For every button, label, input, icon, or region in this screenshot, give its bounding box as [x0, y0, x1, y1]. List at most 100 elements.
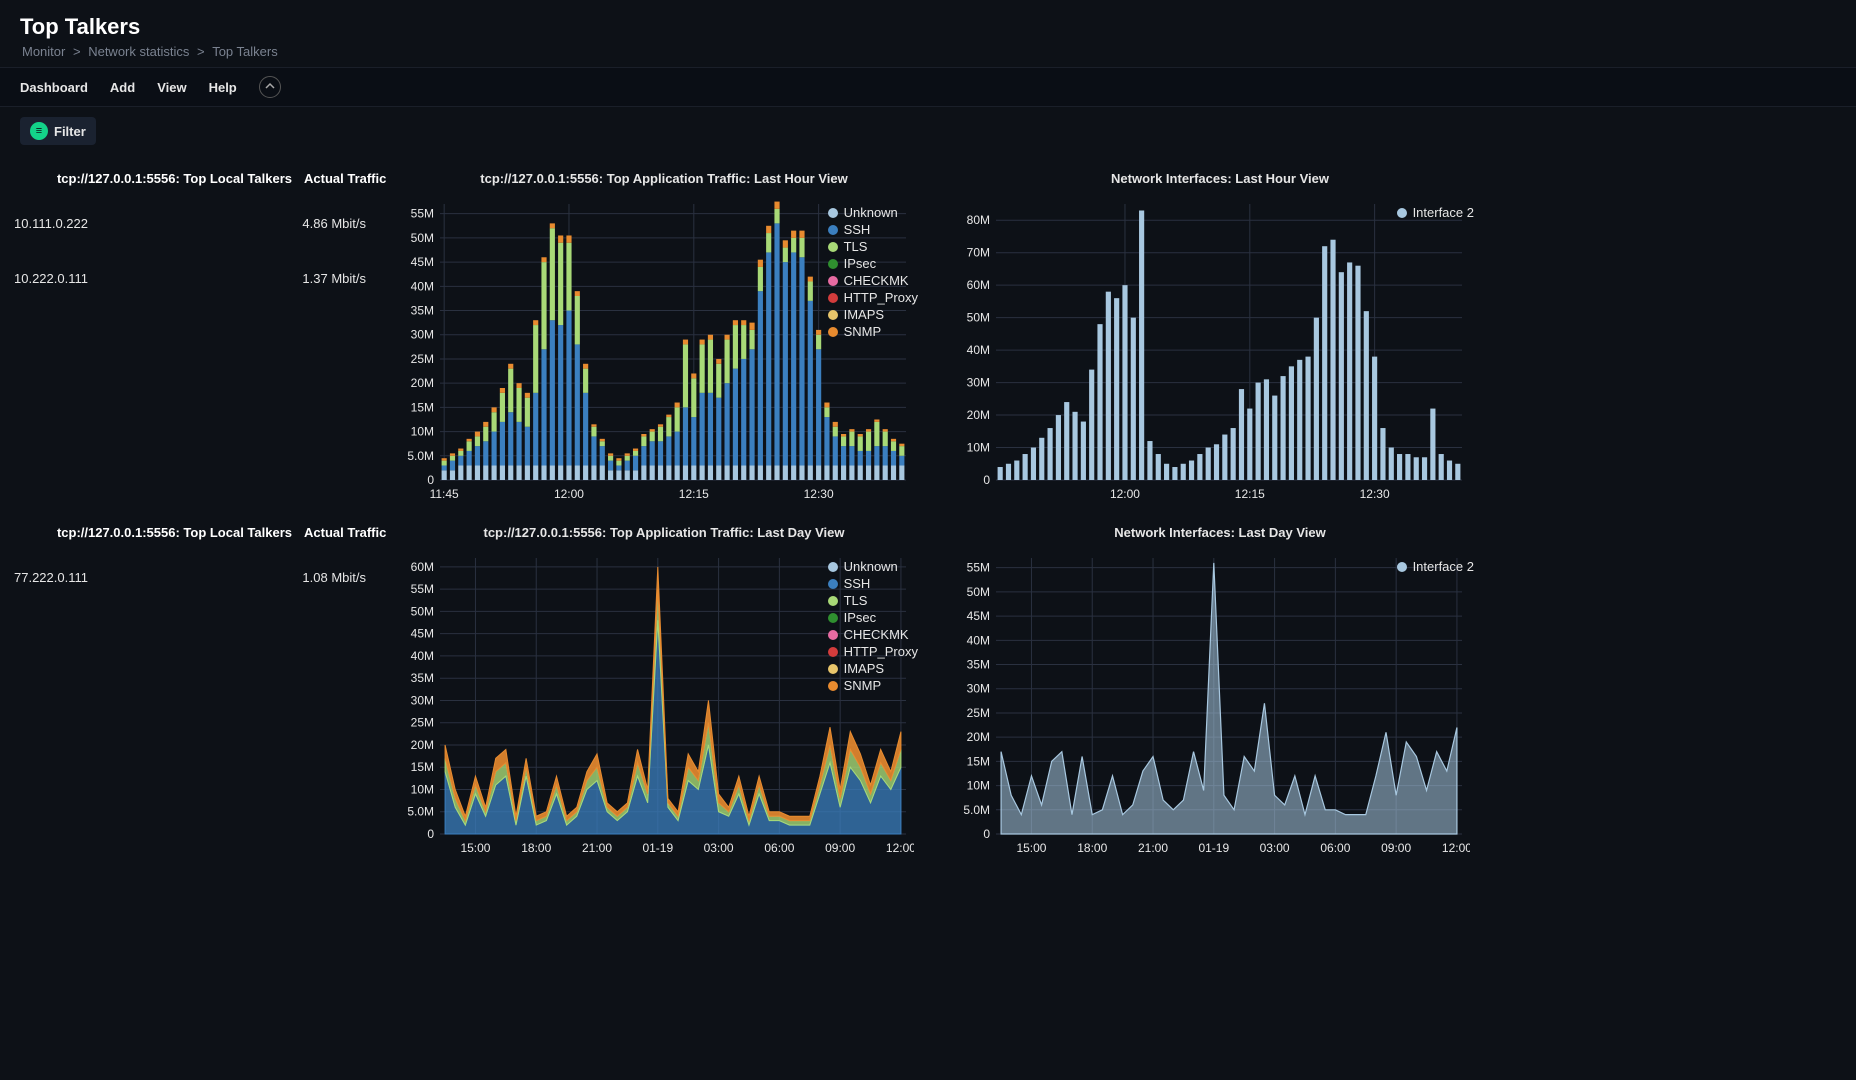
- svg-text:25M: 25M: [411, 352, 434, 366]
- svg-text:0: 0: [427, 473, 434, 487]
- table-row: 10.111.0.222 4.86 Mbit/s: [14, 210, 394, 265]
- legend-item: SNMP: [828, 324, 918, 339]
- talker-ip: 77.222.0.111: [14, 570, 164, 585]
- hour-app-chart: tcp://127.0.0.1:5556: Top Application Tr…: [394, 171, 934, 509]
- svg-text:10M: 10M: [967, 779, 990, 793]
- svg-text:40M: 40M: [411, 649, 434, 663]
- svg-text:30M: 30M: [967, 376, 990, 390]
- hour-traffic-title: Actual Traffic: [304, 171, 386, 186]
- svg-text:45M: 45M: [411, 627, 434, 641]
- svg-text:01-19: 01-19: [1198, 841, 1229, 855]
- svg-text:0: 0: [427, 827, 434, 841]
- legend-item: Interface 2: [1397, 205, 1474, 220]
- svg-text:15:00: 15:00: [1016, 841, 1046, 855]
- legend-dot-icon: [828, 310, 838, 320]
- legend-item: SSH: [828, 222, 918, 237]
- svg-text:10M: 10M: [967, 441, 990, 455]
- legend-item: IPsec: [828, 610, 918, 625]
- svg-text:20M: 20M: [411, 376, 434, 390]
- svg-text:21:00: 21:00: [582, 841, 612, 855]
- talker-traffic: 1.08 Mbit/s: [164, 570, 394, 585]
- svg-text:40M: 40M: [411, 279, 434, 293]
- menu-more-icon[interactable]: [259, 76, 281, 98]
- svg-text:12:00: 12:00: [1442, 841, 1470, 855]
- svg-text:20M: 20M: [967, 408, 990, 422]
- filter-icon: ≡: [30, 122, 48, 140]
- menu-add[interactable]: Add: [110, 80, 135, 95]
- svg-text:25M: 25M: [967, 706, 990, 720]
- hour-net-legend: Interface 2: [1397, 205, 1474, 222]
- menu-help[interactable]: Help: [209, 80, 237, 95]
- legend-dot-icon: [828, 242, 838, 252]
- legend-dot-icon: [828, 293, 838, 303]
- day-net-chart: Network Interfaces: Last Day View 05.0M1…: [950, 525, 1490, 863]
- table-row: 10.222.0.111 1.37 Mbit/s: [14, 265, 394, 320]
- svg-text:20M: 20M: [967, 730, 990, 744]
- filter-label: Filter: [54, 124, 86, 139]
- svg-text:03:00: 03:00: [1260, 841, 1290, 855]
- menu-view[interactable]: View: [157, 80, 186, 95]
- svg-text:40M: 40M: [967, 343, 990, 357]
- svg-text:50M: 50M: [967, 311, 990, 325]
- svg-text:12:00: 12:00: [1110, 487, 1140, 501]
- svg-text:25M: 25M: [411, 716, 434, 730]
- svg-text:5.0M: 5.0M: [407, 449, 434, 463]
- talker-ip: 10.111.0.222: [14, 216, 164, 231]
- legend-dot-icon: [828, 562, 838, 572]
- svg-text:15:00: 15:00: [460, 841, 490, 855]
- legend-item: HTTP_Proxy: [828, 290, 918, 305]
- talker-traffic: 4.86 Mbit/s: [164, 216, 394, 231]
- hour-talkers-title: tcp://127.0.0.1:5556: Top Local Talkers: [14, 171, 304, 186]
- legend-dot-icon: [828, 596, 838, 606]
- svg-text:55M: 55M: [411, 582, 434, 596]
- legend-dot-icon: [1397, 208, 1407, 218]
- talker-ip: 10.222.0.111: [14, 271, 164, 286]
- svg-text:60M: 60M: [967, 278, 990, 292]
- svg-text:5.0M: 5.0M: [407, 805, 434, 819]
- hour-talkers-table: tcp://127.0.0.1:5556: Top Local Talkers …: [14, 171, 394, 320]
- svg-text:35M: 35M: [411, 304, 434, 318]
- svg-text:11:45: 11:45: [430, 487, 459, 501]
- svg-text:21:00: 21:00: [1138, 841, 1168, 855]
- svg-text:45M: 45M: [411, 255, 434, 269]
- legend-dot-icon: [828, 208, 838, 218]
- svg-text:12:00: 12:00: [554, 487, 584, 501]
- page-title: Top Talkers: [20, 14, 1836, 40]
- svg-text:18:00: 18:00: [1077, 841, 1107, 855]
- svg-text:12:30: 12:30: [1360, 487, 1390, 501]
- legend-dot-icon: [1397, 562, 1407, 572]
- svg-text:09:00: 09:00: [1381, 841, 1411, 855]
- legend-dot-icon: [828, 225, 838, 235]
- day-app-legend: UnknownSSHTLSIPsecCHECKMKHTTP_ProxyIMAPS…: [828, 559, 918, 695]
- svg-text:40M: 40M: [967, 633, 990, 647]
- menu-dashboard[interactable]: Dashboard: [20, 80, 88, 95]
- legend-item: Unknown: [828, 559, 918, 574]
- talker-traffic: 1.37 Mbit/s: [164, 271, 394, 286]
- legend-dot-icon: [828, 630, 838, 640]
- svg-text:35M: 35M: [967, 658, 990, 672]
- svg-text:20M: 20M: [411, 738, 434, 752]
- svg-text:45M: 45M: [967, 609, 990, 623]
- legend-item: CHECKMK: [828, 273, 918, 288]
- day-app-chart: tcp://127.0.0.1:5556: Top Application Tr…: [394, 525, 934, 863]
- day-net-legend: Interface 2: [1397, 559, 1474, 576]
- legend-item: HTTP_Proxy: [828, 644, 918, 659]
- svg-text:55M: 55M: [967, 561, 990, 575]
- svg-text:15M: 15M: [411, 760, 434, 774]
- svg-text:50M: 50M: [411, 231, 434, 245]
- day-talkers-table: tcp://127.0.0.1:5556: Top Local Talkers …: [14, 525, 394, 619]
- svg-text:60M: 60M: [411, 560, 434, 574]
- svg-text:18:00: 18:00: [521, 841, 551, 855]
- filter-button[interactable]: ≡ Filter: [20, 117, 96, 145]
- legend-dot-icon: [828, 664, 838, 674]
- legend-item: Interface 2: [1397, 559, 1474, 574]
- svg-text:0: 0: [983, 473, 990, 487]
- legend-item: IPsec: [828, 256, 918, 271]
- legend-item: Unknown: [828, 205, 918, 220]
- svg-text:03:00: 03:00: [704, 841, 734, 855]
- hour-app-chart-title: tcp://127.0.0.1:5556: Top Application Tr…: [394, 171, 934, 186]
- svg-text:12:15: 12:15: [1235, 487, 1265, 501]
- legend-item: TLS: [828, 593, 918, 608]
- day-traffic-title: Actual Traffic: [304, 525, 386, 540]
- svg-text:80M: 80M: [967, 213, 990, 227]
